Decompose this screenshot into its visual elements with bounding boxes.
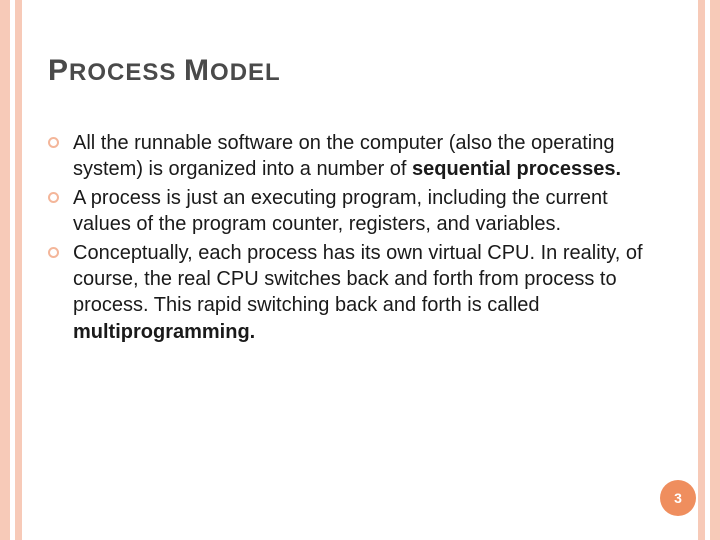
- decorative-stripe-left-1: [0, 0, 10, 540]
- bullet-text: All the runnable software on the compute…: [73, 130, 658, 183]
- bullet-ring-icon: [48, 137, 59, 148]
- title-word-1-rest: ROCESS: [69, 59, 176, 86]
- slide-title: PROCESS MODEL: [48, 54, 281, 88]
- decorative-stripe-left-2: [15, 0, 22, 540]
- bullet-ring-icon: [48, 192, 59, 203]
- title-cap-2: M: [184, 54, 210, 87]
- bullet-item: A process is just an executing program, …: [48, 185, 658, 238]
- bullet-text-bold: sequential processes.: [412, 158, 621, 180]
- bullet-ring-icon: [48, 247, 59, 258]
- bullet-text-pre: A process is just an executing program, …: [73, 187, 608, 235]
- decorative-stripe-right-2: [710, 0, 720, 540]
- decorative-stripe-right-1: [698, 0, 705, 540]
- slide-body: All the runnable software on the compute…: [48, 130, 658, 347]
- bullet-text-bold: multiprogramming.: [73, 321, 255, 343]
- page-number-badge: 3: [660, 480, 696, 516]
- title-cap-1: P: [48, 54, 69, 87]
- bullet-item: Conceptually, each process has its own v…: [48, 240, 658, 346]
- title-word-2-rest: ODEL: [210, 59, 281, 86]
- bullet-text: A process is just an executing program, …: [73, 185, 658, 238]
- title-space: [176, 59, 184, 86]
- bullet-text: Conceptually, each process has its own v…: [73, 240, 658, 346]
- page-number: 3: [674, 490, 682, 506]
- bullet-item: All the runnable software on the compute…: [48, 130, 658, 183]
- bullet-text-pre: Conceptually, each process has its own v…: [73, 242, 643, 317]
